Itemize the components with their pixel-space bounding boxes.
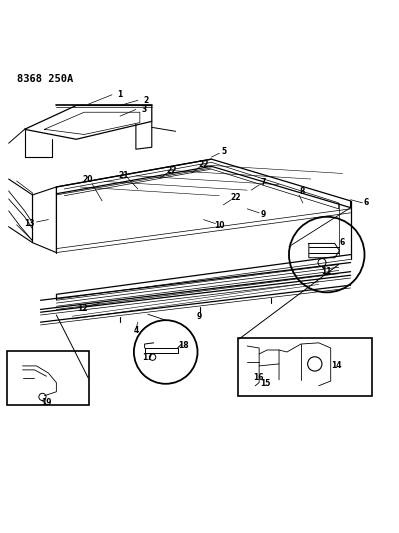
Text: 11: 11 — [322, 267, 332, 276]
Text: 22: 22 — [166, 166, 177, 175]
Text: 6: 6 — [339, 238, 344, 247]
Text: 6: 6 — [364, 198, 369, 207]
Text: 4: 4 — [133, 326, 138, 335]
Text: 7: 7 — [261, 177, 266, 187]
Text: 21: 21 — [119, 171, 129, 180]
Text: 9: 9 — [197, 312, 202, 321]
Text: 14: 14 — [332, 361, 342, 369]
Text: 20: 20 — [82, 175, 93, 184]
Text: 22: 22 — [230, 193, 241, 202]
Text: 13: 13 — [24, 219, 35, 228]
Text: 10: 10 — [214, 221, 225, 230]
Text: 1: 1 — [117, 90, 122, 99]
Text: 16: 16 — [253, 373, 264, 382]
Text: 8: 8 — [299, 187, 305, 196]
Text: 8368 250A: 8368 250A — [17, 74, 73, 84]
Text: 5: 5 — [221, 148, 227, 157]
Text: 17: 17 — [142, 353, 153, 362]
Text: 12: 12 — [77, 304, 87, 313]
Text: 2: 2 — [143, 96, 148, 105]
Text: 19: 19 — [41, 398, 51, 407]
Text: 3: 3 — [141, 105, 146, 114]
Text: 15: 15 — [260, 379, 270, 389]
Text: 18: 18 — [178, 341, 189, 350]
Text: 22: 22 — [198, 160, 209, 169]
Text: 9: 9 — [261, 211, 266, 219]
